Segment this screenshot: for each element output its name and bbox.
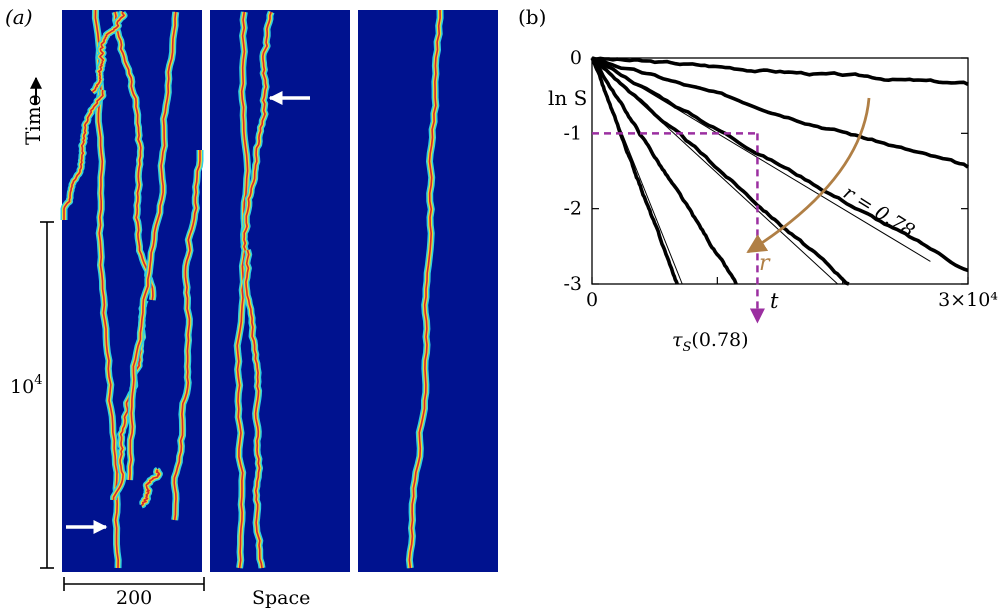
y-tick-label: -3 [563, 273, 582, 295]
front-line [233, 11, 252, 569]
r-value-label: r = 0.78 [839, 182, 918, 243]
x-tick-label: 3×10⁴ [938, 289, 998, 311]
series-line [590, 56, 850, 286]
spacetime-panel-2 [210, 10, 350, 572]
panel-a: Time 104 200 Space (a) [5, 5, 498, 609]
series-line [591, 56, 969, 87]
front-line [240, 10, 275, 252]
time-label: Time [21, 94, 45, 145]
space-label: Space [252, 587, 310, 609]
panel-b-label: (b) [518, 5, 546, 29]
plot-frame [591, 57, 969, 285]
y-axis-label: ln S [548, 86, 587, 110]
x-axis-label: t [770, 289, 779, 313]
x-tick-label: 0 [586, 289, 598, 311]
front-line [89, 9, 128, 95]
series-line [591, 56, 969, 273]
tau-guide [592, 132, 765, 324]
front-line [242, 249, 266, 569]
front-line [111, 11, 157, 301]
front-line [60, 88, 107, 222]
time-scale-label: 104 [10, 373, 42, 398]
space-scale-bar [63, 577, 205, 591]
front-line [139, 466, 163, 509]
space-scale-label: 200 [116, 587, 152, 609]
front-line [126, 11, 180, 481]
y-tick-label: 0 [570, 47, 582, 69]
panel-a-label: (a) [5, 5, 33, 29]
r-arrow-label: r [759, 251, 771, 276]
r-increase-arrow [746, 97, 871, 254]
front-line [170, 150, 204, 521]
turbulent-fronts [60, 9, 444, 569]
front-line [405, 9, 444, 569]
series-line [590, 56, 738, 285]
tau-label: τS(0.78) [672, 329, 749, 355]
y-tick-label: -2 [563, 198, 582, 220]
series-line [591, 56, 970, 169]
time-scale-bar [40, 221, 54, 569]
y-tick-label: -1 [563, 122, 582, 144]
series-line [590, 57, 679, 285]
